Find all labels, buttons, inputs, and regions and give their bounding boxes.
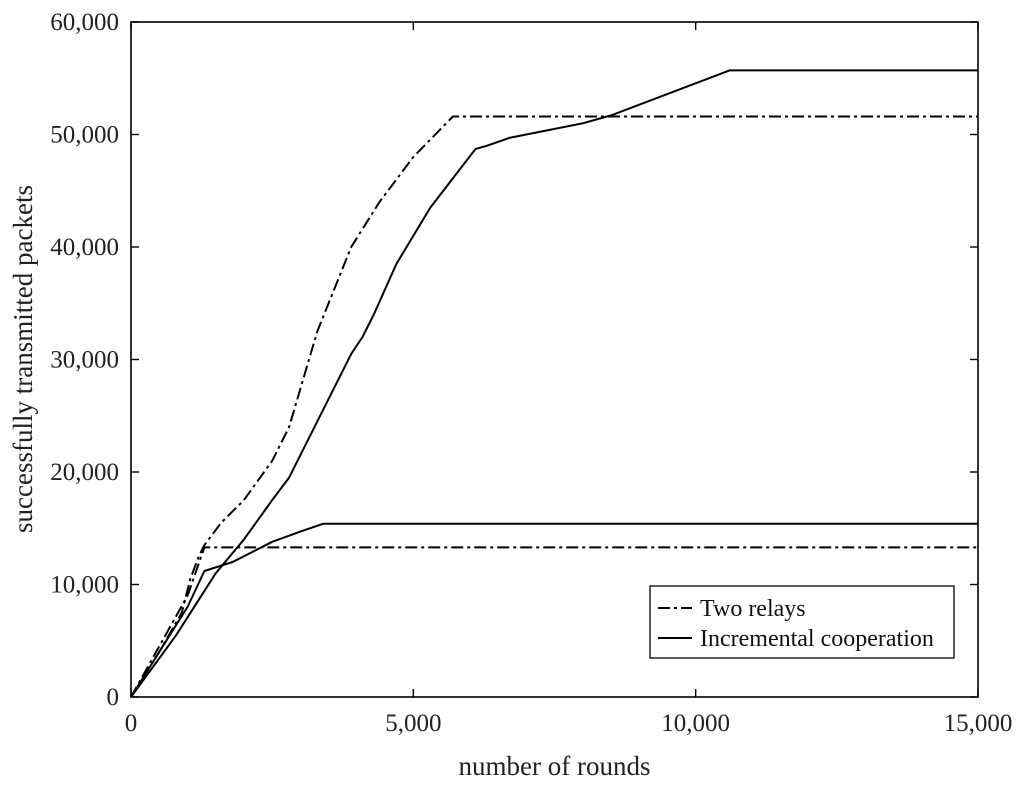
legend: Two relays Incremental cooperation — [649, 585, 955, 659]
x-tick-label: 15,000 — [944, 710, 1013, 737]
series-line-2-curve-2 — [130, 522, 978, 698]
series-line-1-curve-2 — [130, 546, 978, 698]
y-tick-label: 0 — [107, 684, 120, 711]
legend-box — [649, 585, 955, 659]
y-tick-label: 60,000 — [50, 9, 119, 36]
legend-label: Incremental cooperation — [700, 626, 934, 652]
y-axis-ticks: 0 10,000 20,000 30,000 40,000 50,000 60,000 — [50, 9, 978, 711]
y-tick-label: 30,000 — [50, 347, 119, 374]
y-tick-label: 50,000 — [50, 122, 119, 149]
y-tick-label: 10,000 — [50, 572, 119, 599]
x-axis-ticks: 0 5,000 10,000 15,000 — [125, 22, 1013, 737]
series-line-1-curve-1 — [130, 115, 978, 698]
plot-lines — [130, 69, 978, 698]
y-axis-title: successfully transmitted packets — [8, 185, 38, 533]
x-tick-label: 10,000 — [661, 710, 730, 737]
x-tick-label: 5,000 — [385, 710, 441, 737]
x-tick-label: 0 — [125, 710, 138, 737]
y-tick-label: 20,000 — [50, 459, 119, 486]
x-axis-title: number of rounds — [459, 751, 651, 781]
series-line-2-curve-1 — [130, 69, 978, 698]
legend-label: Two relays — [700, 596, 806, 622]
y-tick-label: 40,000 — [50, 234, 119, 261]
